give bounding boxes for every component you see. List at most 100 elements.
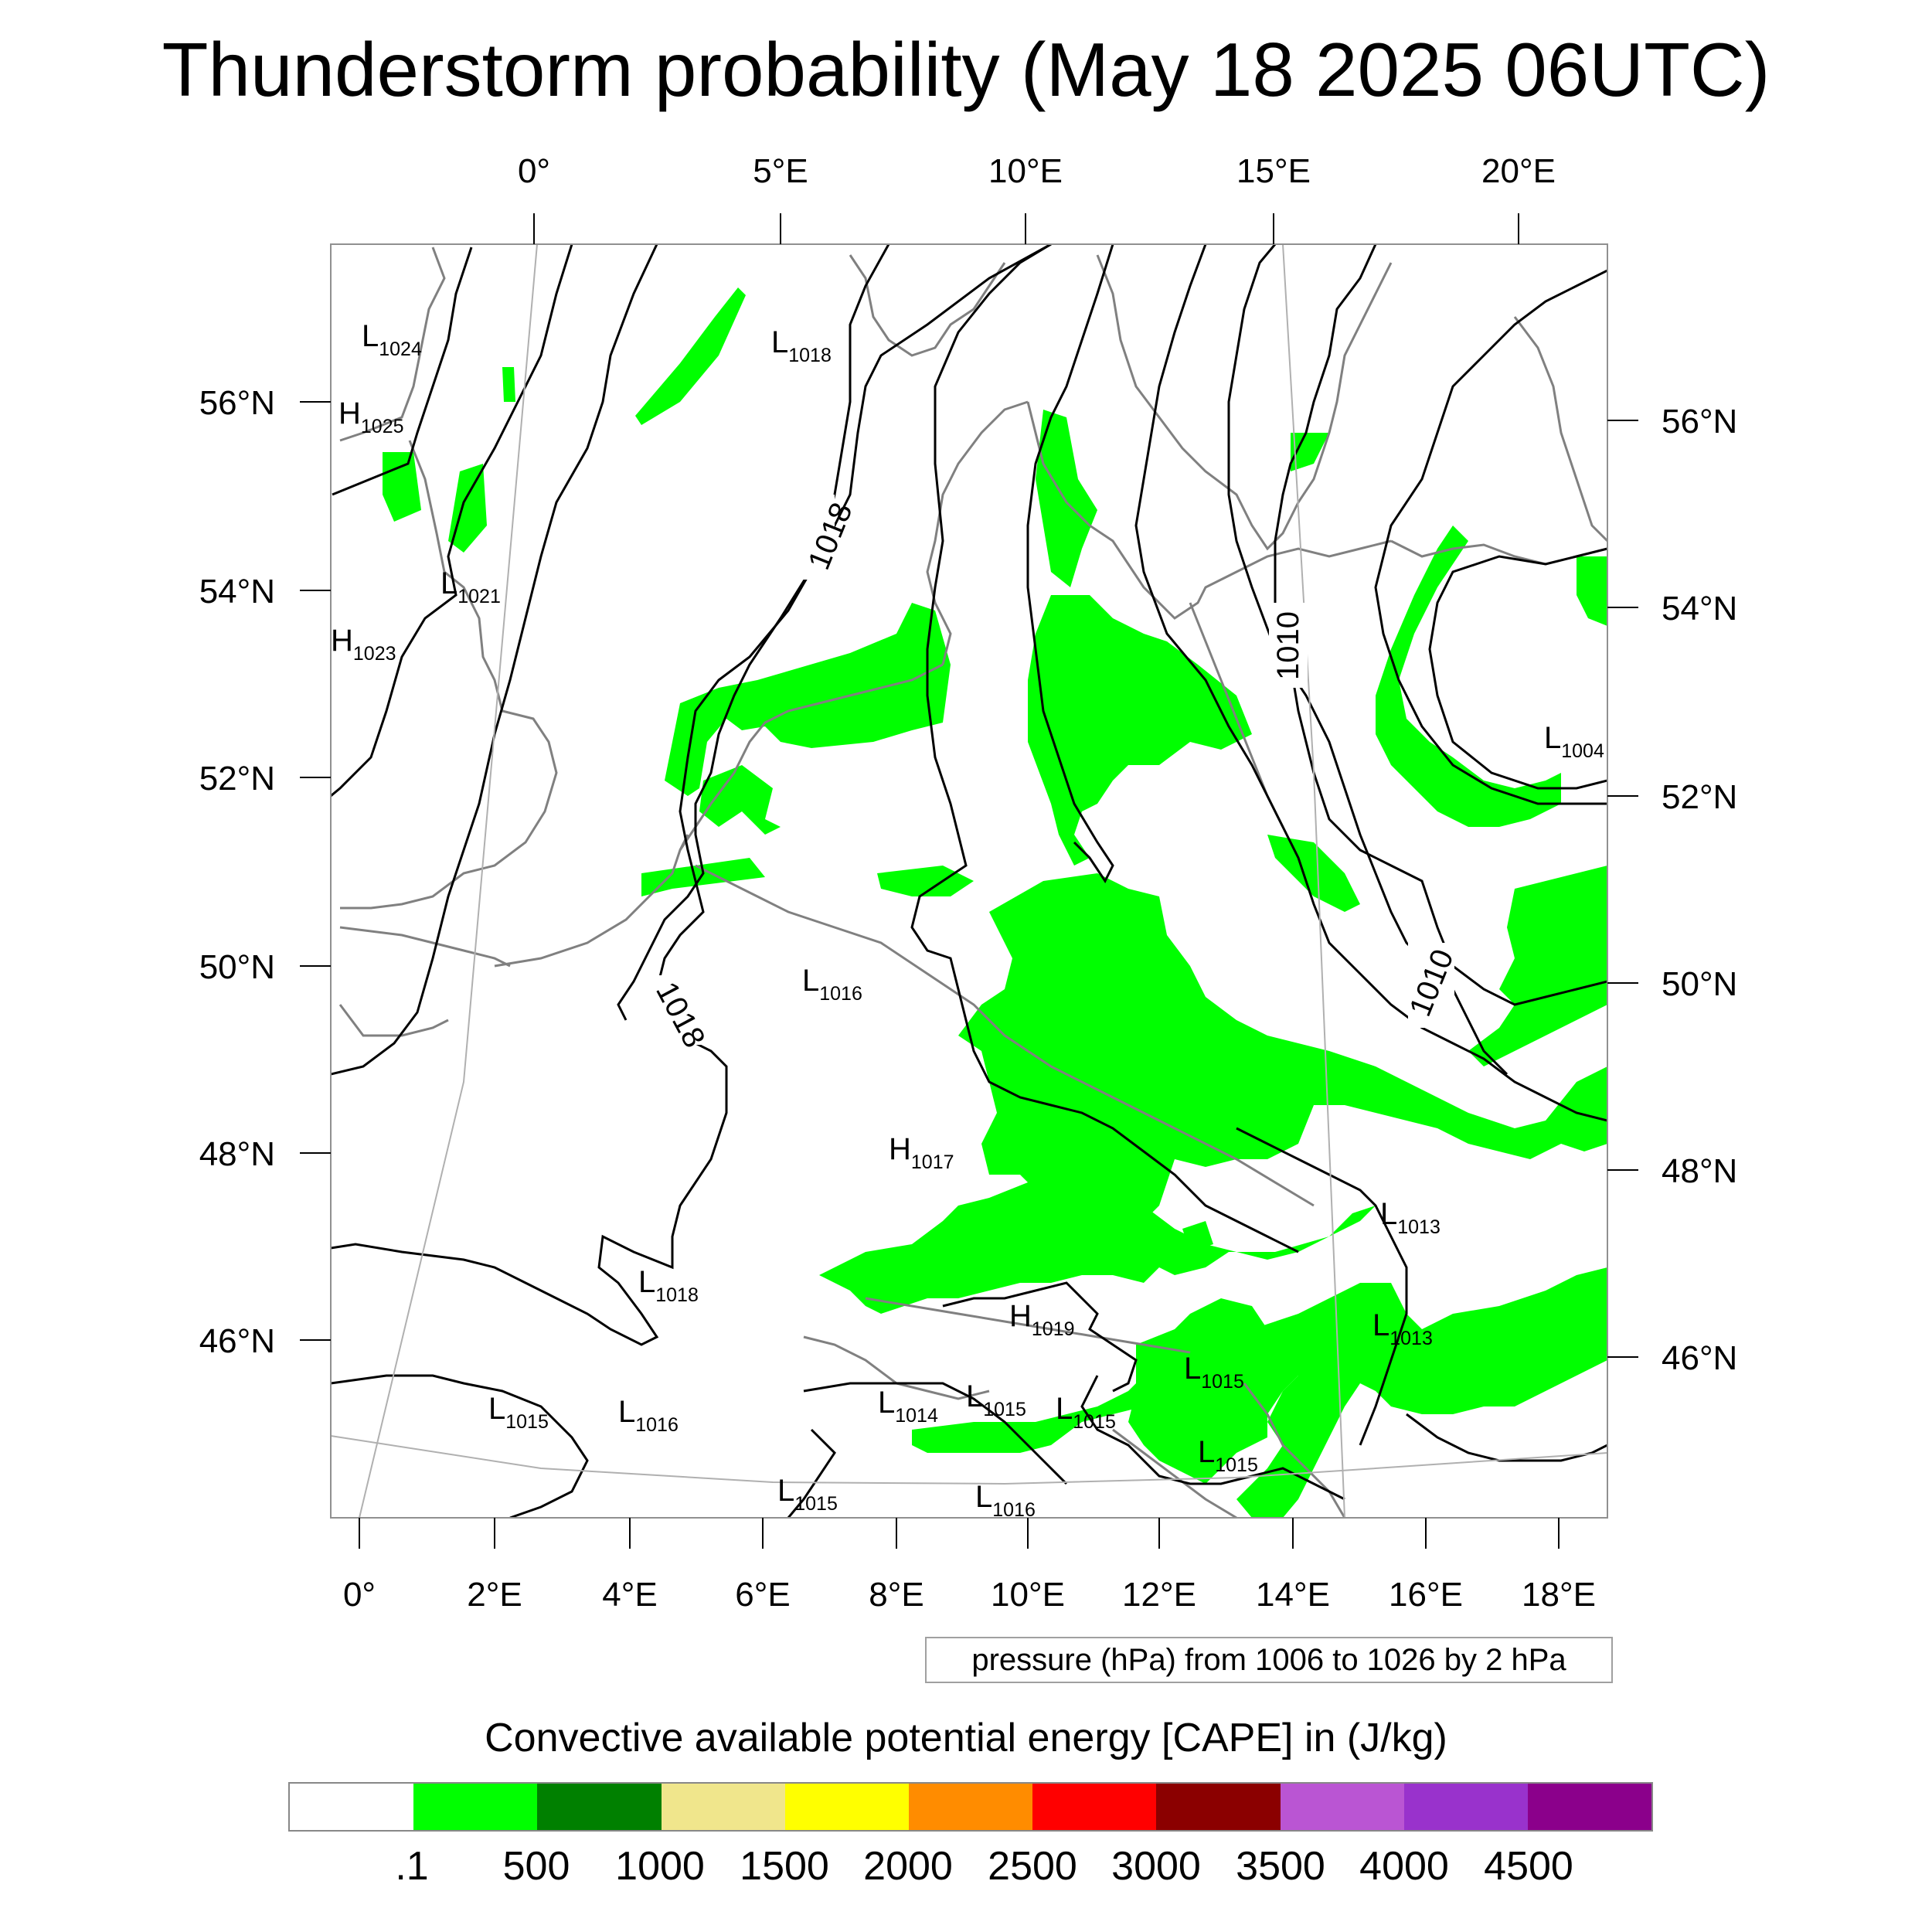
left-lat-label: 56°N	[199, 384, 275, 422]
bottom-longitude-labels: 0° 2°E 4°E 6°E 8°E 10°E 12°E 14°E 16°E 1…	[343, 1576, 1596, 1614]
colorbar-label: 2500	[988, 1844, 1077, 1889]
cape-area-netherlands-germany	[665, 603, 951, 796]
left-lat-label: 50°N	[199, 948, 275, 986]
cape-area-north-italy	[912, 1376, 1175, 1453]
isobar-1013	[1236, 1127, 1408, 1446]
border-alps	[865, 1297, 1191, 1354]
right-lat-label: 46°N	[1662, 1339, 1737, 1377]
cape-area-north-sea-streak	[635, 287, 746, 425]
isobar-jutland	[1026, 244, 1114, 883]
coast-england-east	[340, 440, 558, 910]
colorbar-swatch	[1527, 1784, 1652, 1830]
coast-france-brittany	[338, 1004, 449, 1037]
pressure-center-labels: L1024 H1025 L1021 H1023 L1018 L1016 H101…	[331, 319, 1604, 1521]
isobar-2	[331, 244, 573, 798]
coast-baltic-east	[1513, 316, 1607, 543]
isobar-1004	[1428, 547, 1607, 790]
colorbar-swatch	[784, 1784, 909, 1830]
cape-area-uk-east	[448, 464, 487, 553]
pressure-center: L1016	[975, 1480, 1036, 1521]
meridian-0	[359, 244, 538, 1518]
isobar-1008	[1274, 244, 1607, 1006]
bottom-lon-label: 4°E	[602, 1576, 657, 1614]
left-lat-label: 46°N	[199, 1322, 275, 1360]
top-longitude-labels: 0° 5°E 10°E 15°E 20°E	[518, 152, 1556, 190]
colorbar-label: 2000	[863, 1844, 953, 1889]
cape-area-baltic-east	[1577, 556, 1607, 626]
pressure-center: L1015	[777, 1474, 838, 1515]
bottom-lon-label: 2°E	[467, 1576, 522, 1614]
top-lon-label: 20°E	[1481, 152, 1556, 190]
chart-title: Thunderstorm probability (May 18 2025 06…	[162, 27, 1770, 112]
colorbar-label: 1000	[615, 1844, 705, 1889]
isobar-center-germany	[910, 244, 1299, 1253]
colorbar-label: 1500	[740, 1844, 829, 1889]
pressure-center: L1014	[878, 1386, 938, 1427]
coast-adriatic-west	[1112, 1428, 1237, 1518]
right-lat-label: 50°N	[1662, 965, 1737, 1003]
colorbar-swatch	[661, 1784, 785, 1830]
pressure-center: H1023	[331, 624, 396, 665]
coast-sweden-south	[1096, 254, 1393, 551]
cape-area-croatia-small	[1182, 1221, 1213, 1252]
cape-area-poland-east	[1468, 866, 1607, 1066]
cape-area-poland-south	[1267, 835, 1360, 912]
colorbar-swatch	[537, 1784, 662, 1830]
isobar-value-label: 1010	[1271, 611, 1305, 680]
bottom-lon-label: 18°E	[1522, 1576, 1596, 1614]
colorbar-title: Convective available potential energy [C…	[485, 1716, 1447, 1760]
isobar-1018-west	[331, 244, 890, 1346]
isobar-south-2	[803, 1382, 1068, 1485]
isobar-south-3	[787, 1428, 836, 1518]
colorbar-swatch	[1032, 1784, 1157, 1830]
coastlines	[338, 247, 1607, 1518]
cape-area-alps-north	[819, 1182, 1376, 1314]
isobars	[331, 244, 1607, 1518]
bottom-lon-label: 10°E	[991, 1576, 1065, 1614]
pressure-center: L1016	[802, 964, 862, 1005]
pressure-center: L1015	[1184, 1352, 1244, 1393]
left-lat-label: 48°N	[199, 1135, 275, 1173]
top-lon-label: 5°E	[753, 152, 808, 190]
cape-area-poland-arc	[1376, 526, 1561, 827]
pressure-center: L1015	[1056, 1392, 1116, 1433]
graticule	[331, 244, 1607, 1518]
cape-area-central-europe	[958, 873, 1607, 1236]
pressure-center: L1018	[638, 1265, 699, 1306]
isobar-south-1	[331, 1374, 589, 1518]
cape-area-jutland	[1036, 410, 1097, 587]
cape-area-balkans	[1236, 1267, 1607, 1518]
coast-germany-north	[926, 400, 1029, 665]
coast-scotland	[339, 247, 446, 442]
tick-top	[533, 213, 1519, 244]
colorbar-labels: .1 500 1000 1500 2000 2500 3000 3500 400…	[0, 1839, 1932, 1893]
isobar-1016	[617, 244, 1052, 1021]
right-lat-label: 48°N	[1662, 1152, 1737, 1190]
colorbar-label: 3000	[1111, 1844, 1201, 1889]
colorbar-swatch	[1403, 1784, 1528, 1830]
pressure-center: L1024	[362, 319, 422, 360]
pressure-center: L1013	[1372, 1308, 1433, 1349]
bottom-lon-label: 6°E	[735, 1576, 790, 1614]
colorbar-swatch	[1156, 1784, 1281, 1830]
colorbar-label: 3500	[1236, 1844, 1325, 1889]
coast-england-south	[339, 926, 511, 968]
right-lat-label: 54°N	[1662, 590, 1737, 628]
bottom-lon-label: 12°E	[1122, 1576, 1196, 1614]
cape-area-benelux-coast	[699, 765, 781, 835]
cape-area-germany-central	[1028, 595, 1252, 866]
pressure-center: H1017	[889, 1132, 954, 1173]
isobar-label-bg	[655, 975, 709, 1045]
colorbar-swatch	[413, 1784, 538, 1830]
bottom-lon-label: 16°E	[1389, 1576, 1463, 1614]
colorbar-label: 4000	[1359, 1844, 1449, 1889]
colorbar-label: 4500	[1484, 1844, 1573, 1889]
isobar-1010	[1134, 244, 1607, 1122]
isobar-alps	[942, 1281, 1138, 1393]
colorbar-label: 500	[502, 1844, 570, 1889]
coast-norway-south	[849, 254, 1006, 357]
left-lat-label: 54°N	[199, 573, 275, 611]
pressure-note: pressure (hPa) from 1006 to 1026 by 2 hP…	[925, 1637, 1613, 1683]
colorbar-swatch	[1280, 1784, 1404, 1830]
isobar-1	[332, 247, 473, 496]
